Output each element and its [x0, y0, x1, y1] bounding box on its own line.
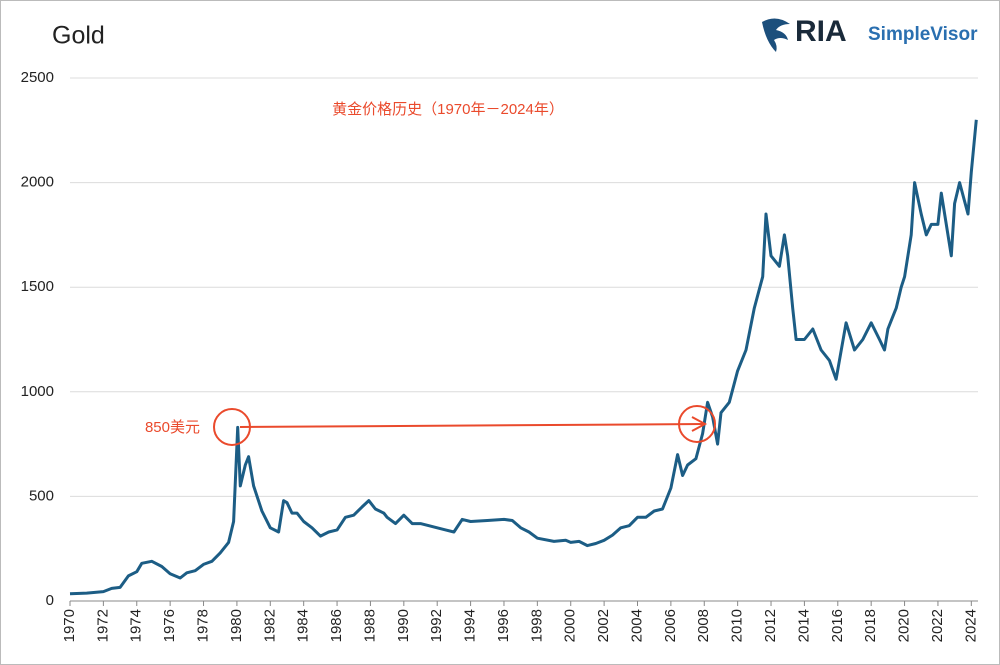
arrow [239, 423, 705, 428]
price-line [69, 119, 978, 596]
x-tick-label: 2002 [595, 609, 612, 642]
x-tick-label: 1986 [328, 609, 345, 642]
x-tick-label: 1974 [128, 609, 145, 642]
y-tick-label: 1500 [21, 278, 54, 295]
x-tick-label: 2016 [829, 609, 846, 642]
y-tick-label: 0 [46, 592, 54, 609]
x-tick-label: 1972 [94, 609, 111, 642]
y-tick-label: 2000 [21, 174, 54, 191]
x-tick-label: 1990 [395, 609, 412, 642]
x-tick-label: 2022 [929, 609, 946, 642]
logo-icon [762, 18, 790, 53]
x-tick-label: 1976 [161, 609, 178, 642]
x-tick-label: 2018 [862, 609, 879, 642]
plot: 0 500 1000 1500 2000 2500 1970 1972 1974 1976 1978… [21, 69, 980, 642]
x-tick-label: 1980 [228, 609, 245, 642]
x-tick-label: 1970 [61, 609, 78, 642]
y-tick-label: 500 [29, 487, 54, 504]
x-tick-label: 1994 [462, 609, 479, 642]
x-tick-label: 1996 [495, 609, 512, 642]
x-tick-label: 2024 [962, 609, 979, 642]
x-tick-label: 1982 [261, 609, 278, 642]
y-tick-label: 1000 [21, 383, 54, 400]
x-tick-label: 1988 [361, 609, 378, 642]
x-tick-label: 1984 [295, 609, 312, 642]
annotation: 850美元 [145, 419, 200, 436]
x-tick-label: 2004 [628, 609, 645, 642]
x-tick-label: 2012 [762, 609, 779, 642]
annotation: 黄金价格历史（1970年－2024年） [332, 101, 564, 118]
x-tick-label: 2000 [562, 609, 579, 642]
x-tick-label: 1992 [428, 609, 445, 642]
x-tick-label: 2020 [896, 609, 913, 642]
highlight [213, 405, 716, 446]
x-tick-label: 2006 [662, 609, 679, 642]
chart-title: Gold [52, 22, 105, 50]
logo-product: SimpleVisor [868, 24, 978, 45]
y-tick-label: 2500 [21, 69, 54, 86]
x-tick-label: 2014 [795, 609, 812, 642]
arrow-head [691, 416, 708, 432]
x-tick-label: 2008 [695, 609, 712, 642]
logo: RIA SimpleVisor [762, 15, 978, 53]
x-tick-label: 1978 [194, 609, 211, 642]
x-tick-label: 1998 [528, 609, 545, 642]
logo-name: RIA [795, 15, 847, 48]
x-tick-label: 2010 [729, 609, 746, 642]
